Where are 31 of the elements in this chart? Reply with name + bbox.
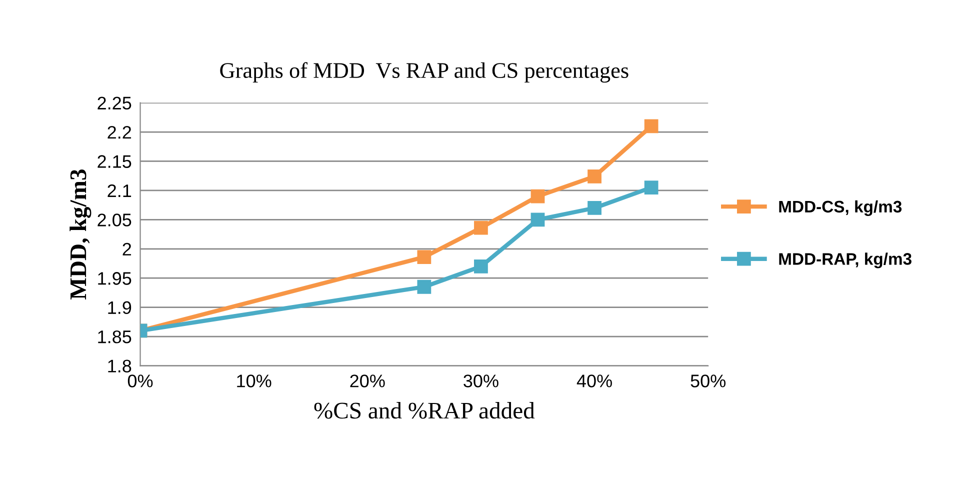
point	[417, 280, 432, 294]
y-tick-label: 2.15	[98, 155, 132, 168]
legend-label: MDD-RAP, kg/m3	[779, 252, 912, 268]
legend-label: MDD-CS, kg/m3	[779, 200, 902, 216]
x-axis-title: %CS and %RAP added	[314, 402, 535, 419]
point	[588, 201, 602, 215]
y-tick-label: 1.9	[108, 301, 132, 314]
point	[588, 169, 602, 184]
x-tick-label: 0%	[128, 374, 153, 388]
x-tick-label: 40%	[576, 374, 612, 388]
y-axis-title: MDD, kg/m3	[70, 170, 92, 300]
point	[474, 259, 488, 274]
y-tick-label: 2.05	[98, 214, 132, 226]
y-tick-label: 2	[122, 242, 132, 256]
x-tick-label: 30%	[464, 374, 498, 388]
point	[474, 220, 488, 235]
y-tick-label: 2.2	[108, 126, 132, 139]
point	[530, 212, 545, 227]
x-tick-label: 50%	[690, 374, 726, 388]
y-tick-label: 1.85	[98, 330, 132, 344]
y-tick-label: 2.1	[108, 184, 132, 197]
x-tick-label: 10%	[237, 374, 272, 388]
y-tick-label: 1.8	[108, 360, 132, 372]
x-tick-label: 20%	[350, 374, 385, 388]
point	[530, 189, 545, 204]
point	[644, 180, 658, 194]
chart-title: Graphs of MDD Vs RAP and CS percentages	[220, 62, 628, 83]
y-tick-label: 1.95	[98, 272, 132, 285]
point	[644, 119, 658, 134]
y-tick-label: 2.25	[98, 96, 132, 110]
point	[417, 250, 432, 264]
